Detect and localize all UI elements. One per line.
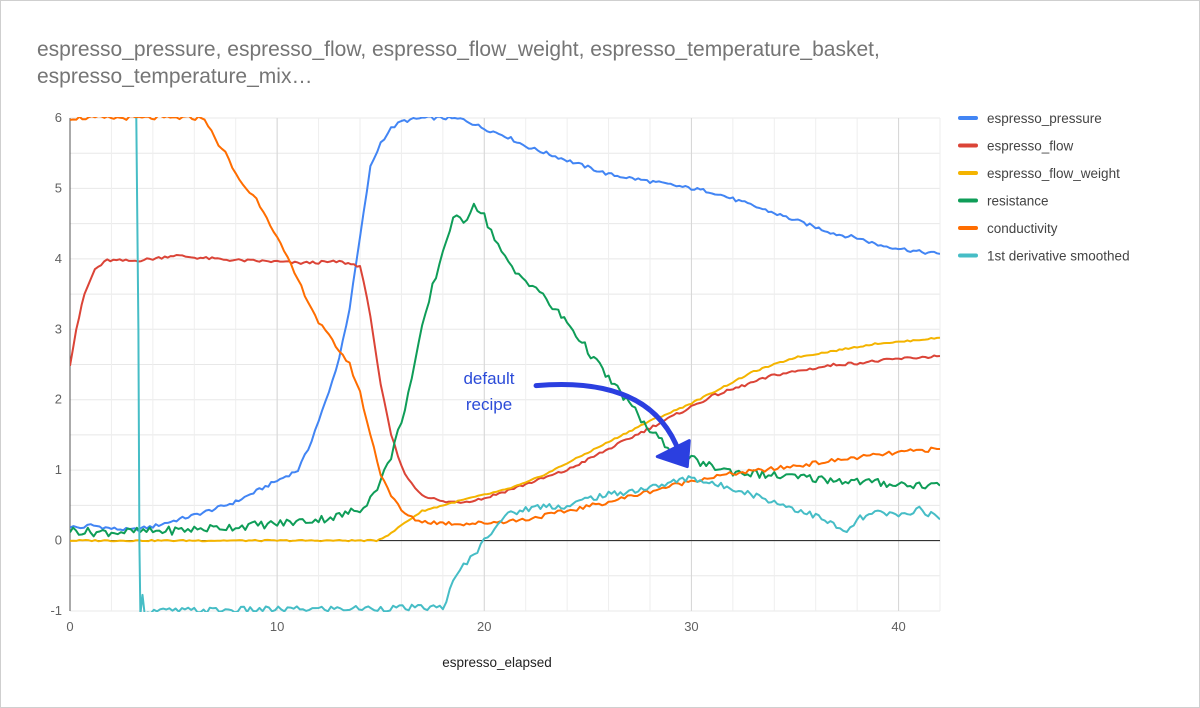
y-tick-label: 3: [55, 321, 62, 336]
x-axis-label: espresso_elapsed: [442, 655, 552, 670]
annotation-arrowhead: [655, 439, 691, 469]
series-group: [70, 117, 940, 612]
series-line-espresso-flow-weight: [70, 336, 940, 543]
y-tick-label: 2: [55, 392, 62, 407]
legend-label: espresso_flow: [987, 139, 1074, 154]
series-line-1st-derivative-smoothed: [135, 117, 940, 612]
legend-label: espresso_pressure: [987, 111, 1102, 126]
x-tick-label: 40: [891, 619, 905, 634]
x-tick-label: 30: [684, 619, 698, 634]
annotation-text-line: recipe: [466, 395, 512, 414]
x-tick-label: 0: [66, 619, 73, 634]
series-line-espresso-pressure: [70, 117, 940, 532]
y-tick-label: -1: [50, 603, 62, 618]
y-tick-label: 0: [55, 533, 62, 548]
annotation-text-line: default: [463, 369, 514, 388]
series-line-resistance: [70, 202, 940, 538]
legend-label: conductivity: [987, 221, 1058, 236]
series-line-conductivity: [70, 117, 940, 527]
y-tick-label: 1: [55, 462, 62, 477]
y-tick-label: 6: [55, 110, 62, 125]
legend-label: espresso_flow_weight: [987, 166, 1120, 181]
annotation-arrow: [533, 382, 682, 456]
legend-label: 1st derivative smoothed: [987, 249, 1130, 264]
chart-title: espresso_pressure, espresso_flow, espres…: [37, 38, 880, 88]
y-tick-label: 5: [55, 180, 62, 195]
y-tick-label: 4: [55, 251, 62, 266]
x-tick-label: 20: [477, 619, 491, 634]
x-tick-label: 10: [270, 619, 284, 634]
legend-label: resistance: [987, 194, 1049, 209]
